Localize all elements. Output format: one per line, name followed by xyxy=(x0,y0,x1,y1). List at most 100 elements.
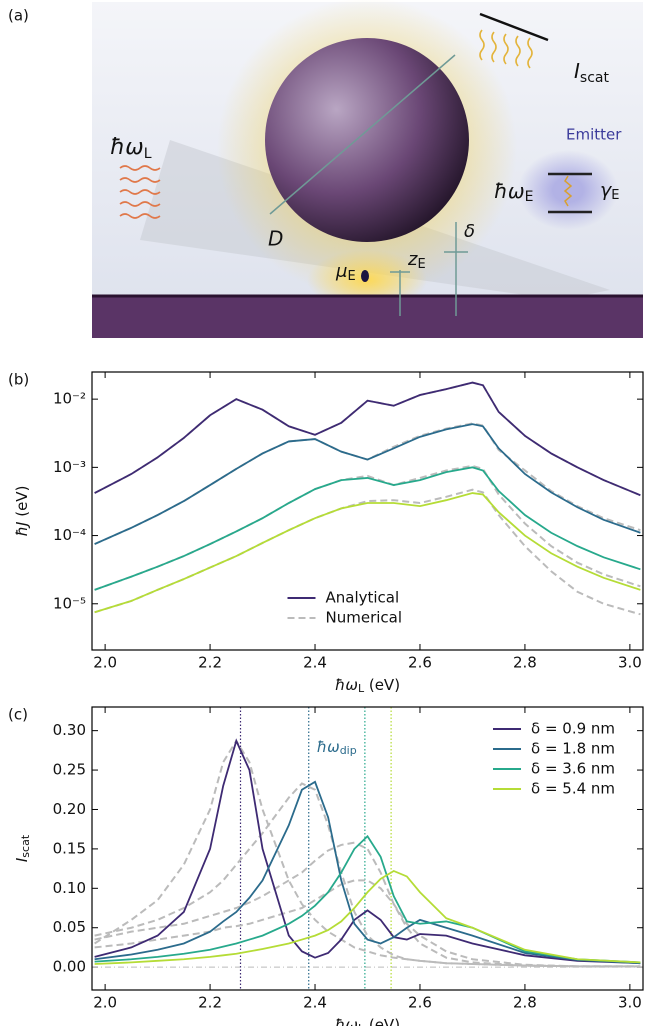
detector xyxy=(479,12,549,42)
label-main: ħω xyxy=(494,179,525,203)
legend-label: δ = 1.8 nm xyxy=(531,740,615,758)
axis-label: ħJ (eV) xyxy=(13,486,31,537)
y-tick-label: 10⁻⁵ xyxy=(53,594,86,612)
y-tick-label: 0.20 xyxy=(53,800,86,818)
label-main: ħω xyxy=(335,676,358,694)
label-unit: (eV) xyxy=(364,1016,400,1026)
legend-label: Numerical xyxy=(326,609,403,627)
x-tick-label: 2.2 xyxy=(198,654,222,672)
series-line xyxy=(94,464,641,591)
annotation: ħωdip xyxy=(317,738,357,758)
series-line xyxy=(94,423,641,545)
series-line xyxy=(94,466,641,591)
emitter-dot xyxy=(361,270,369,282)
gap-label: δ xyxy=(464,221,475,242)
panel-label: (b) xyxy=(8,371,29,389)
scattered-waves xyxy=(479,29,533,69)
x-tick-label: 2.2 xyxy=(198,994,222,1012)
x-tick-label: 2.0 xyxy=(93,654,117,672)
legend-label: Analytical xyxy=(326,589,400,607)
series-line xyxy=(94,780,641,965)
series-line xyxy=(94,738,641,965)
label-sub: E xyxy=(611,188,619,203)
series-line xyxy=(94,381,641,497)
label-unit: (eV) xyxy=(13,486,31,522)
diameter-label: D xyxy=(268,227,283,251)
panel-label: (a) xyxy=(8,7,29,25)
label-main: z xyxy=(407,249,418,270)
legend-label: δ = 3.6 nm xyxy=(531,760,615,778)
label-main: ħω xyxy=(317,738,340,756)
y-tick-label: 0.30 xyxy=(53,721,86,739)
label-sub: L xyxy=(358,1022,365,1026)
axis-label: ħωL (eV) xyxy=(335,676,400,696)
emitter-energy-label: ħωE xyxy=(494,179,534,206)
series-line xyxy=(94,869,641,965)
label-sub: E xyxy=(417,257,425,272)
plot-area xyxy=(92,707,643,990)
label-sub: scat xyxy=(580,70,610,86)
x-tick-label: 2.4 xyxy=(303,654,327,672)
label-unit: (eV) xyxy=(364,676,400,694)
series-line xyxy=(94,841,641,968)
x-tick-label: 2.6 xyxy=(408,654,432,672)
x-tick-label: 3.0 xyxy=(618,994,642,1012)
y-tick-label: 0.15 xyxy=(53,839,86,857)
plot-frame xyxy=(91,371,644,651)
x-tick-label: 2.8 xyxy=(513,654,537,672)
label-sub: dip xyxy=(340,744,357,757)
label-sub: L xyxy=(144,146,152,162)
y-tick-label: 0.05 xyxy=(53,918,86,936)
nanoparticle xyxy=(265,38,469,242)
y-tick-label: 10⁻³ xyxy=(53,458,86,476)
legend-label: δ = 5.4 nm xyxy=(531,780,615,798)
legend-label: δ = 0.9 nm xyxy=(531,720,615,738)
label-sub: E xyxy=(347,269,355,284)
x-tick-label: 2.0 xyxy=(93,994,117,1012)
chart: (b) 2.0 2.2 2.4 2.6 2.8 3.0 10⁻⁵ 10⁻⁴ 10⁻³ 10⁻² ħωL… xyxy=(8,371,644,696)
substrate xyxy=(92,296,643,338)
panel-label: (c) xyxy=(8,706,28,724)
label-main: ħJ xyxy=(13,522,31,537)
height-label: zE xyxy=(407,249,426,272)
x-tick-label: 2.8 xyxy=(513,994,537,1012)
scattered-label: Iscat xyxy=(574,59,609,87)
plot-frame xyxy=(91,706,644,991)
y-tick-label: 0.00 xyxy=(53,958,86,976)
label-sub: E xyxy=(525,189,534,205)
label-main: I xyxy=(574,59,580,83)
label-main: I xyxy=(13,857,31,862)
y-tick-label: 10⁻⁴ xyxy=(53,526,86,544)
label-sub: scat xyxy=(19,834,32,858)
chart: (c) 2.0 2.2 2.4 2.6 2.8 3.0 0.00 0.05 0.10 0.15 0.2… xyxy=(8,706,644,1026)
series-line xyxy=(94,492,641,614)
label-main: μ xyxy=(335,261,347,282)
y-tick-label: 0.25 xyxy=(53,761,86,779)
plot-area xyxy=(94,381,641,616)
transition xyxy=(563,175,573,207)
label-sub: L xyxy=(358,682,365,695)
label-main: ħω xyxy=(110,135,144,160)
incident-waves xyxy=(119,165,161,219)
incident-label: ħωL xyxy=(110,135,152,162)
label-main: γ xyxy=(600,179,613,201)
series-line xyxy=(94,834,641,964)
y-tick-label: 10⁻² xyxy=(53,390,86,408)
x-tick-label: 2.6 xyxy=(408,994,432,1012)
x-tick-label: 2.4 xyxy=(303,994,327,1012)
diameter-line xyxy=(269,54,456,215)
emitter-width-label: γE xyxy=(600,179,619,203)
y-tick-label: 0.10 xyxy=(53,879,86,897)
label-main: ħω xyxy=(335,1016,358,1026)
dipole-label: μE xyxy=(335,261,356,284)
series-line xyxy=(94,782,641,968)
emitter-label: Emitter xyxy=(566,126,622,144)
axis-label: Iscat xyxy=(13,834,33,862)
series-line xyxy=(94,488,641,616)
emitter-glow xyxy=(518,150,618,230)
axis-label: ħωL (eV) xyxy=(335,1016,400,1026)
schematic: (a) ħωL D μE zE δ Iscat Emitter ħωE γE xyxy=(8,0,643,338)
